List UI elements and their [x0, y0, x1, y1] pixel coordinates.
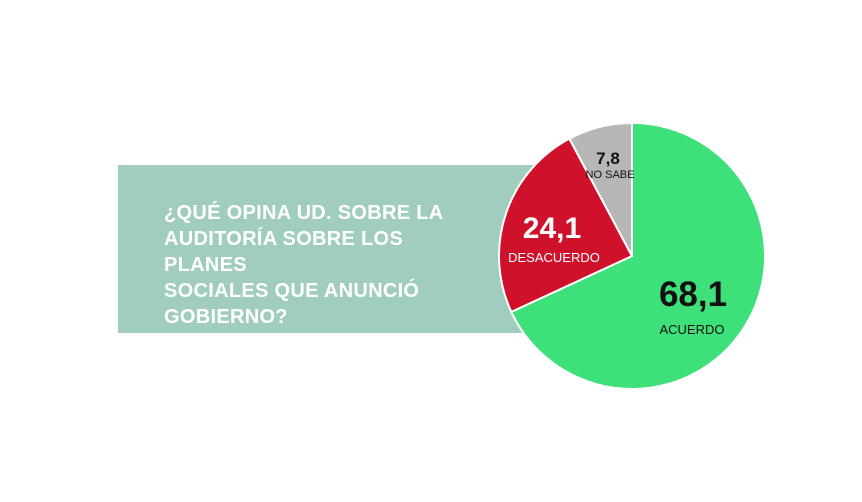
pie-category-label: NO SABE — [586, 169, 635, 181]
pie-category-label: ACUERDO — [659, 322, 724, 337]
pie-value-label: 24,1 — [523, 212, 581, 245]
question-panel — [118, 165, 568, 333]
question-title: ¿QUÉ OPINA UD. SOBRE LA AUDITORÍA SOBRE … — [164, 202, 444, 328]
pie-category-label: DESACUERDO — [508, 250, 600, 265]
pie-labels: 68,1 ACUERDO 24,1 DESACUERDO 7,8NO SABE — [508, 149, 727, 337]
pie-slice-no-sabe — [568, 121, 633, 257]
pie-slice-acuerdo — [509, 121, 766, 390]
pie-slices — [498, 121, 766, 390]
pie-value-label: 7,8 — [596, 149, 620, 168]
pie-value-label: 68,1 — [659, 275, 727, 314]
pie-slice-desacuerdo — [498, 137, 634, 314]
